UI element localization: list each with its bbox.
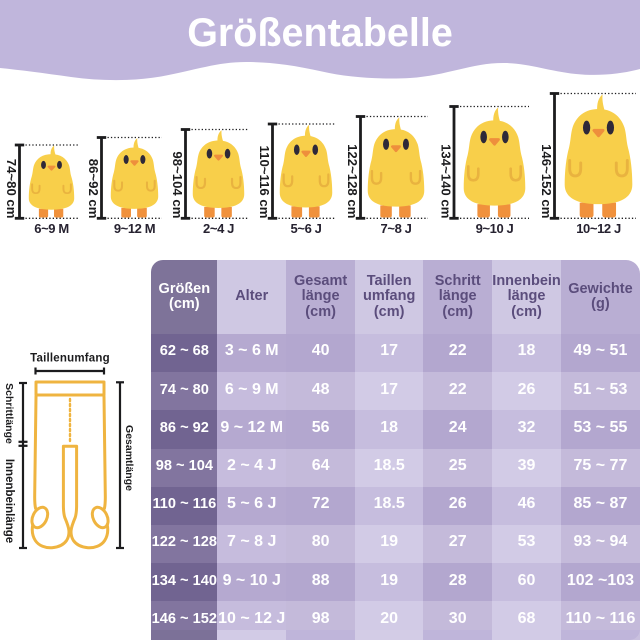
svg-text:7~8 J: 7~8 J	[381, 221, 412, 236]
svg-text:9~10 J: 9~10 J	[476, 221, 514, 236]
svg-text:Taillenumfang: Taillenumfang	[30, 353, 110, 365]
svg-text:110~116 cm: 110~116 cm	[257, 146, 272, 219]
svg-text:Größentabelle: Größentabelle	[187, 11, 453, 55]
svg-text:Gesamtlänge: Gesamtlänge	[123, 425, 135, 491]
svg-text:Schrittlänge: Schrittlänge	[3, 383, 15, 444]
svg-text:9~12 M: 9~12 M	[114, 221, 155, 236]
svg-text:122~128 cm: 122~128 cm	[345, 144, 360, 218]
svg-text:5~6 J: 5~6 J	[291, 221, 322, 236]
svg-text:2~4 J: 2~4 J	[203, 221, 234, 236]
svg-text:Innenbeinlänge: Innenbeinlänge	[3, 459, 15, 543]
svg-text:98~104 cm: 98~104 cm	[170, 151, 185, 218]
svg-text:10~12 J: 10~12 J	[576, 221, 621, 236]
svg-text:6~9 M: 6~9 M	[34, 221, 69, 236]
svg-text:134~140 cm: 134~140 cm	[439, 144, 454, 218]
svg-text:86~92 cm: 86~92 cm	[86, 159, 101, 219]
svg-text:74~80 cm: 74~80 cm	[4, 159, 19, 219]
svg-text:146~152 cm: 146~152 cm	[539, 144, 554, 218]
